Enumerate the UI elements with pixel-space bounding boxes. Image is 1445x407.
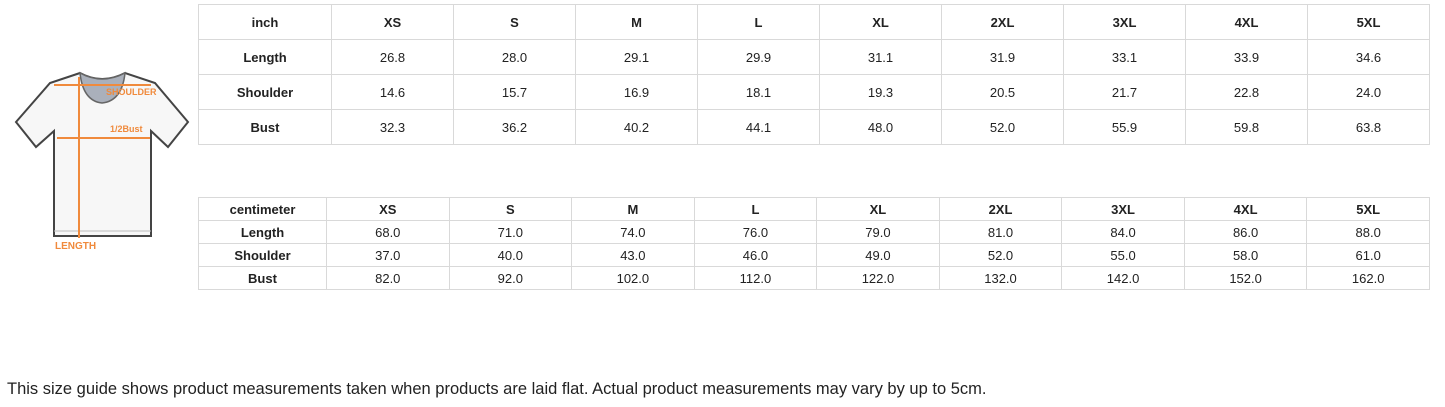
table-row: Length 68.0 71.0 74.0 76.0 79.0 81.0 84.0 86.0 88…: [198, 220, 1430, 244]
measurement-cell: 49.0: [816, 243, 940, 267]
size-header: 5XL: [1306, 197, 1430, 221]
header-row: inch XS S M L XL 2XL 3XL 4XL 5XL: [198, 4, 1430, 40]
measurement-cell: 40.0: [448, 243, 573, 267]
cm-table-body: centimeter XS S M L XL 2XL 3XL 4XL 5XL Length 68.0 7…: [198, 197, 1430, 290]
measurement-cell: 92.0: [448, 266, 573, 290]
half-bust-label: 1/2Bust: [110, 124, 143, 134]
row-label: Bust: [198, 266, 327, 290]
inch-table-body: inch XS S M L XL 2XL 3XL 4XL 5XL Length 26.8 28.0 29.…: [198, 4, 1430, 145]
length-label: LENGTH: [55, 241, 96, 252]
centimeter-size-table: centimeter XS S M L XL 2XL 3XL 4XL 5XL Length 68.0 7…: [198, 197, 1430, 290]
row-label: Length: [198, 39, 332, 75]
size-header: 4XL: [1183, 197, 1308, 221]
measurement-cell: 46.0: [693, 243, 818, 267]
size-header: 4XL: [1185, 4, 1308, 40]
measurement-cell: 58.0: [1183, 243, 1308, 267]
size-header: M: [571, 197, 695, 221]
table-row: Bust 82.0 92.0 102.0 112.0 122.0 132.0 142.0 152…: [198, 266, 1430, 290]
size-header: 2XL: [941, 4, 1064, 40]
size-header: XL: [816, 197, 940, 221]
measurement-cell: 132.0: [938, 266, 1063, 290]
measurement-cell: 55.9: [1063, 109, 1186, 145]
measurement-cell: 112.0: [693, 266, 818, 290]
measurement-cell: 33.1: [1063, 39, 1186, 75]
measurement-cell: 32.3: [331, 109, 454, 145]
inch-size-table: inch XS S M L XL 2XL 3XL 4XL 5XL Length 26.8 28.0 29.…: [198, 4, 1430, 145]
size-header: 3XL: [1061, 197, 1185, 221]
measurement-cell: 44.1: [697, 109, 820, 145]
measurement-cell: 19.3: [819, 74, 942, 110]
unit-header: inch: [198, 4, 332, 40]
measurement-cell: 55.0: [1061, 243, 1185, 267]
size-guide-note: This size guide shows product measuremen…: [7, 380, 987, 398]
shoulder-label: SHOULDER: [106, 87, 157, 97]
measurement-cell: 29.9: [697, 39, 820, 75]
measurement-cell: 22.8: [1185, 74, 1308, 110]
size-header: 3XL: [1063, 4, 1186, 40]
measurement-cell: 59.8: [1185, 109, 1308, 145]
measurement-cell: 40.2: [575, 109, 698, 145]
measurement-cell: 33.9: [1185, 39, 1308, 75]
measurement-cell: 79.0: [816, 220, 940, 244]
tshirt-collar: [79, 71, 126, 104]
measurement-cell: 31.1: [819, 39, 942, 75]
size-header: 5XL: [1307, 4, 1430, 40]
measurement-cell: 34.6: [1307, 39, 1430, 75]
table-row: Length 26.8 28.0 29.1 29.9 31.1 31.9 33.1 33.9 34…: [198, 39, 1430, 75]
measurement-cell: 52.0: [938, 243, 1063, 267]
tshirt-measurement-diagram: SHOULDER 1/2Bust LENGTH: [14, 71, 190, 252]
measurement-cell: 152.0: [1183, 266, 1308, 290]
measurement-cell: 142.0: [1061, 266, 1185, 290]
measurement-cell: 82.0: [326, 266, 450, 290]
measurement-cell: 26.8: [331, 39, 454, 75]
measurement-cell: 29.1: [575, 39, 698, 75]
measurement-cell: 84.0: [1061, 220, 1185, 244]
measurement-cell: 68.0: [326, 220, 450, 244]
size-header: XL: [819, 4, 942, 40]
measurement-cell: 48.0: [819, 109, 942, 145]
measurement-cell: 61.0: [1306, 243, 1430, 267]
measurement-cell: 71.0: [448, 220, 573, 244]
measurement-cell: 122.0: [816, 266, 940, 290]
measurement-cell: 20.5: [941, 74, 1064, 110]
measurement-cell: 81.0: [938, 220, 1063, 244]
table-row: Bust 32.3 36.2 40.2 44.1 48.0 52.0 55.9 59.8 63.8: [198, 109, 1430, 145]
row-label: Bust: [198, 109, 332, 145]
table-row: Shoulder 37.0 40.0 43.0 46.0 49.0 52.0 55.0 58.0…: [198, 243, 1430, 267]
measurement-cell: 37.0: [326, 243, 450, 267]
size-header: 2XL: [938, 197, 1063, 221]
size-header: M: [575, 4, 698, 40]
size-header: S: [453, 4, 576, 40]
measurement-cell: 63.8: [1307, 109, 1430, 145]
size-header: L: [697, 4, 820, 40]
row-label: Shoulder: [198, 243, 327, 267]
measurement-cell: 102.0: [571, 266, 695, 290]
measurement-cell: 86.0: [1183, 220, 1308, 244]
unit-header: centimeter: [198, 197, 327, 221]
size-header: S: [448, 197, 573, 221]
header-row: centimeter XS S M L XL 2XL 3XL 4XL 5XL: [198, 197, 1430, 221]
measurement-cell: 43.0: [571, 243, 695, 267]
row-label: Length: [198, 220, 327, 244]
measurement-cell: 76.0: [693, 220, 818, 244]
measurement-cell: 14.6: [331, 74, 454, 110]
measurement-cell: 36.2: [453, 109, 576, 145]
measurement-cell: 15.7: [453, 74, 576, 110]
measurement-cell: 52.0: [941, 109, 1064, 145]
measurement-cell: 31.9: [941, 39, 1064, 75]
row-label: Shoulder: [198, 74, 332, 110]
size-header: XS: [326, 197, 450, 221]
size-header: XS: [331, 4, 454, 40]
size-header: L: [693, 197, 818, 221]
measurement-cell: 28.0: [453, 39, 576, 75]
measurement-cell: 88.0: [1306, 220, 1430, 244]
measurement-cell: 18.1: [697, 74, 820, 110]
measurement-cell: 24.0: [1307, 74, 1430, 110]
measurement-cell: 16.9: [575, 74, 698, 110]
measurement-cell: 162.0: [1306, 266, 1430, 290]
table-row: Shoulder 14.6 15.7 16.9 18.1 19.3 20.5 21.7 22.8…: [198, 74, 1430, 110]
measurement-cell: 21.7: [1063, 74, 1186, 110]
measurement-cell: 74.0: [571, 220, 695, 244]
